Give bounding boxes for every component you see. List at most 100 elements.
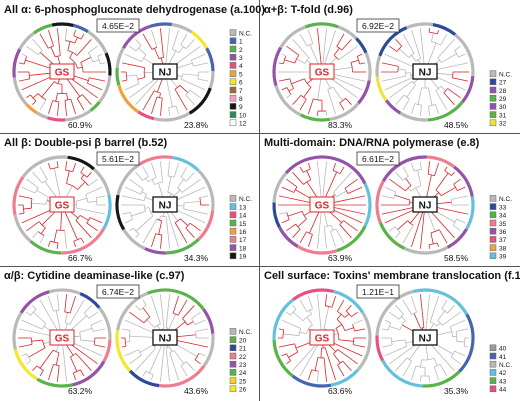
panel-3-nj-branch-42	[166, 211, 179, 247]
panel-6-gs-branch-45	[320, 348, 322, 358]
legend-swatch	[489, 360, 497, 368]
panel-3-nj-branch-61	[135, 233, 140, 238]
panel-6-nj-branch-86	[420, 294, 425, 328]
gs-percent: 63.2%	[68, 386, 93, 396]
panel-2-nj-branch-21	[436, 62, 469, 71]
panel-2-gs-arc-39	[339, 98, 346, 104]
panel-5-nj-branch-21	[191, 311, 201, 320]
panel-1-gs-branch-76	[39, 52, 54, 65]
panel-2-gs-arc-75	[294, 54, 300, 64]
legend-label: 16	[239, 229, 247, 236]
panel-6-gs-branch-78	[292, 311, 304, 322]
panel-3-gs-arc-44	[73, 237, 82, 242]
gs-label-box	[49, 329, 75, 346]
panel-2-gs-branch-84	[299, 33, 308, 47]
panel-1-nj-ring-seg-10	[121, 24, 151, 49]
panel-3-nj-ring-seg-7	[116, 163, 141, 196]
legend-label: 36	[499, 229, 507, 236]
panel-2-gs-branch-78	[278, 62, 284, 65]
panel-2-gs-branch-59	[292, 95, 302, 105]
panel-4-gs-branch-79	[306, 181, 317, 197]
panel-6-nj-branch-43	[439, 363, 448, 377]
panel-4-gs-branch-48	[317, 211, 322, 249]
panel-5-gs-branch-41	[79, 369, 85, 377]
gs-label: GS	[315, 334, 330, 345]
panel-6-gs-branch-74	[278, 328, 284, 331]
panel-4-gs-ring-seg-3	[297, 245, 338, 255]
gs-label: GS	[315, 68, 330, 79]
panel-1-nj-branch-21	[193, 62, 209, 67]
panel-5-gs-branch-82	[39, 299, 60, 333]
panel-3-nj-branch-54	[160, 234, 163, 249]
panel-1-nj-branch-47	[168, 107, 170, 116]
legend-label: 19	[239, 254, 247, 261]
panel-6-gs-branch-62	[288, 351, 298, 358]
legend-swatch	[489, 369, 497, 376]
legend-swatch	[489, 70, 497, 77]
panel-3-nj-branch-73	[141, 191, 147, 195]
panel-2-nj-branch-37	[447, 88, 461, 99]
panel-4-gs-branch-85	[308, 163, 311, 170]
panel-2-nj-branch-80	[398, 48, 410, 58]
panel-3-gs-ring-seg-2	[102, 194, 112, 230]
panel-5-nj-branch-53	[151, 374, 154, 380]
panel-1-gs-branch-7	[64, 28, 67, 41]
panel-4-gs-arc-83	[302, 168, 311, 173]
gs-label: GS	[55, 334, 70, 345]
panel-4-nj-branch-78	[389, 178, 406, 192]
panel-4-nj-branch-14	[451, 172, 455, 176]
nj-label: NJ	[159, 334, 172, 345]
nj-label-box	[152, 63, 178, 80]
panel-1-gs-branch-12	[76, 39, 92, 56]
panel-5-gs-branch-20	[90, 319, 103, 326]
panel-5-nj-branch-47	[180, 365, 188, 377]
panel-1-nj-branch-17	[172, 45, 201, 67]
legend-swatch	[489, 203, 497, 210]
panel-3-gs-branch-55	[48, 241, 51, 247]
panel-5-nj-branch-46	[186, 361, 195, 371]
legend-swatch	[489, 352, 497, 360]
panel-6-nj-branch-82	[413, 313, 422, 329]
panel-1-gs-branch-18	[92, 59, 100, 63]
panel-2-gs-branch-80	[286, 45, 300, 56]
panel-3-nj-branch-49	[165, 216, 170, 249]
legend-label: 2	[239, 47, 243, 54]
legend-swatch	[489, 195, 497, 202]
panel-2-gs-branch-60	[291, 78, 305, 85]
panel-2-nj-arc-4	[431, 41, 441, 46]
panel-2-nj-branch-66	[381, 75, 407, 82]
panel-6-gs-ring-seg-3	[291, 374, 332, 388]
panel-1-gs-branch-74	[18, 62, 25, 65]
gs-label-box	[309, 329, 335, 346]
panel-2-gs-branch-74	[296, 58, 306, 64]
panel-4-gs-branch-21	[344, 178, 358, 189]
panel-1-gs-arc-56	[30, 94, 37, 102]
panel-2-gs-arc-63	[286, 87, 292, 95]
panel-2-nj-ring-seg-1	[454, 33, 475, 77]
panel-3-nj-ring-seg-4	[144, 247, 166, 255]
panel-6-gs-ring-seg-0	[333, 289, 365, 314]
panel-3-gs-branch-74	[18, 195, 33, 200]
panel-1-gs-ring-seg-9	[12, 77, 28, 106]
panel-6-nj-branch-45	[419, 359, 422, 368]
panel-5-nj-branch-84	[142, 299, 147, 306]
panel-4-nj-ring-seg-2	[465, 196, 475, 230]
pvalue-box	[356, 151, 400, 166]
panel-6-nj-ring-seg-1	[458, 313, 475, 373]
legend-label: 38	[499, 245, 507, 252]
panel-4-gs-branch-11	[339, 166, 345, 174]
legend-label: 27	[499, 80, 507, 87]
panel-3-nj-branch-16	[186, 172, 195, 182]
panel-3-gs-branch-82	[39, 166, 48, 180]
panel-1-gs-branch-52	[41, 81, 55, 98]
panel-1-gs-branch-54	[39, 99, 47, 111]
legend-label: N.C.	[239, 30, 252, 37]
legend-swatch	[489, 244, 497, 251]
panel-1-nj-branch-82	[154, 48, 160, 59]
panel-6-nj-branch-51	[411, 365, 417, 380]
panel-6-nj-branch-49	[428, 375, 430, 382]
panel-3-gs-branch-65	[21, 208, 53, 224]
panel-6-gs-branch-11	[336, 313, 342, 320]
panel-2-nj-branch-16	[437, 39, 455, 59]
panel-4-nj-arc-12	[444, 170, 452, 176]
